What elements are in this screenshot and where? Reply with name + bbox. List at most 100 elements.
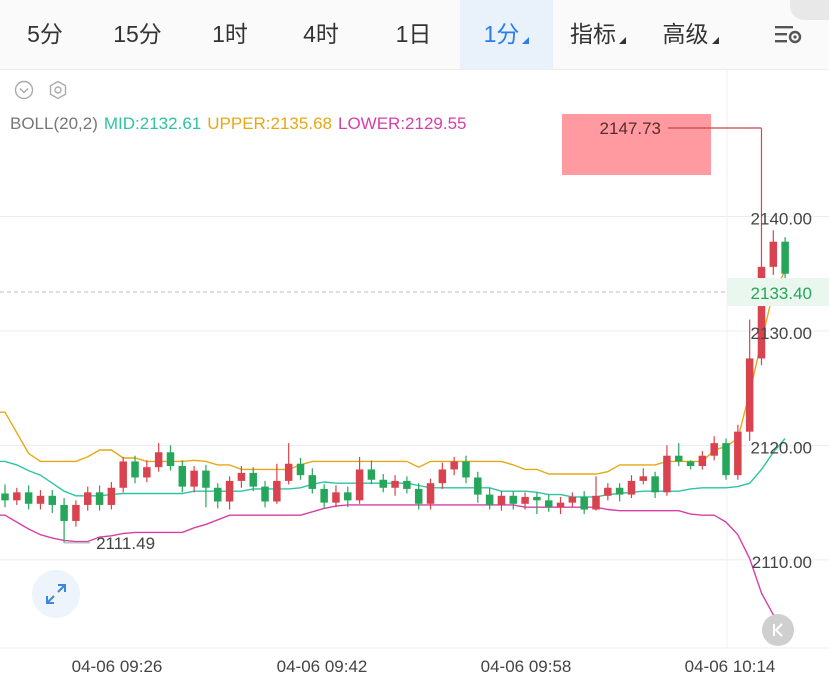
- candle-body: [627, 480, 636, 495]
- candle-body: [757, 266, 766, 359]
- boll-upper-value: UPPER:2135.68: [207, 114, 332, 133]
- candle-body: [438, 469, 447, 484]
- indicator-settings-button[interactable]: [48, 80, 68, 100]
- max-price-highlight: [562, 114, 711, 175]
- candle-body: [166, 452, 175, 467]
- candle-body: [48, 495, 57, 505]
- candle-body: [533, 496, 541, 501]
- candle-body: [379, 479, 387, 488]
- x-tick-label: 04-06 10:14: [685, 657, 776, 676]
- candle-body: [651, 476, 659, 493]
- candle-body: [308, 475, 317, 489]
- candle-body: [663, 455, 671, 493]
- boll-lower-band: [0, 504, 786, 619]
- boll-name: BOLL(20,2): [10, 114, 98, 133]
- candle-body: [450, 461, 458, 470]
- period-tab-bar: 5分 15分 1时 4时 1日 1分 指标 高级: [0, 0, 829, 70]
- candle-body: [284, 463, 293, 481]
- chart-settings-button[interactable]: [748, 0, 829, 69]
- chevron-down-icon: [14, 80, 34, 100]
- tab-label: 指标: [570, 21, 616, 47]
- candle-body: [143, 467, 151, 478]
- tab-1d[interactable]: 1日: [367, 0, 460, 69]
- expand-arrows-icon: [46, 584, 66, 604]
- y-tick-label: 2120.00: [751, 438, 812, 457]
- candle-body: [710, 443, 718, 456]
- tab-label: 1日: [395, 21, 432, 47]
- boll-mid-band: [0, 438, 786, 498]
- candle-body: [190, 470, 198, 487]
- tab-label: 5分: [27, 21, 63, 47]
- candle-body: [249, 472, 257, 487]
- candle-body: [214, 487, 222, 502]
- fullscreen-expand-button[interactable]: [32, 570, 80, 618]
- candle-body: [355, 469, 364, 501]
- candle-body: [391, 480, 399, 488]
- candle-body: [639, 476, 648, 481]
- candle-body: [615, 487, 624, 495]
- candle-body: [24, 492, 33, 504]
- candle-body: [414, 488, 423, 504]
- scroll-to-latest-button[interactable]: [762, 614, 794, 646]
- candle-body: [36, 495, 45, 504]
- candle-body: [604, 487, 612, 496]
- y-tick-label: 2110.00: [752, 553, 812, 572]
- dropdown-caret-icon: [619, 37, 626, 44]
- candle-body: [734, 431, 742, 476]
- min-price-label: 2111.49: [96, 534, 155, 553]
- tab-1min-dropdown[interactable]: 1分: [460, 0, 553, 69]
- candle-body: [60, 504, 68, 521]
- candle-body: [544, 500, 553, 508]
- jump-to-latest-icon: [773, 623, 783, 637]
- boll-mid-value: MID:2132.61: [103, 114, 202, 133]
- max-price-label: 2147.73: [600, 119, 661, 138]
- tab-advanced-dropdown[interactable]: 高级: [643, 0, 738, 69]
- candle-body: [769, 241, 778, 267]
- tab-indicators-dropdown[interactable]: 指标: [553, 0, 643, 69]
- boll-upper-band: [0, 271, 786, 475]
- candle-body: [686, 461, 695, 467]
- y-tick-label: 2130.00: [751, 324, 812, 343]
- candle-body: [521, 496, 529, 504]
- candle-body: [202, 470, 210, 488]
- candle-body: [273, 480, 281, 502]
- dropdown-caret-icon: [711, 37, 719, 44]
- corner-badge: [790, 0, 829, 20]
- candle-body: [781, 241, 789, 274]
- candle-body: [509, 495, 518, 504]
- collapse-indicator-button[interactable]: [14, 80, 34, 100]
- candle-body: [367, 469, 376, 480]
- dropdown-caret-icon: [522, 37, 530, 44]
- candle-body: [403, 480, 411, 489]
- x-tick-label: 04-06 09:58: [481, 657, 572, 676]
- candle-body: [568, 496, 577, 503]
- candle-body: [154, 452, 163, 468]
- y-tick-label: 2140.00: [751, 210, 812, 229]
- candle-body: [119, 461, 127, 488]
- candle-body: [237, 472, 246, 481]
- candle-body: [107, 487, 116, 505]
- candle-body: [745, 358, 754, 432]
- candle-body: [72, 504, 80, 521]
- candle-body: [332, 492, 340, 503]
- candle-body: [426, 483, 435, 504]
- candle-body: [592, 495, 600, 510]
- current-price-label: 2133.40: [751, 284, 812, 303]
- tab-5min[interactable]: 5分: [0, 0, 90, 69]
- x-tick-label: 04-06 09:26: [72, 657, 163, 676]
- candle-body: [320, 488, 328, 503]
- candle-body: [83, 492, 92, 505]
- tab-15min[interactable]: 15分: [90, 0, 185, 69]
- candle-body: [296, 463, 305, 476]
- candle-body: [1, 493, 9, 501]
- candle-body: [13, 492, 21, 501]
- tab-4h[interactable]: 4时: [275, 0, 367, 69]
- x-tick-label: 04-06 09:42: [277, 657, 368, 676]
- tab-1h[interactable]: 1时: [185, 0, 275, 69]
- candle-body: [556, 502, 565, 508]
- candle-body: [261, 486, 269, 502]
- tab-label: 1时: [212, 21, 248, 47]
- candle-body: [497, 495, 506, 505]
- tab-label: 1分: [483, 21, 520, 47]
